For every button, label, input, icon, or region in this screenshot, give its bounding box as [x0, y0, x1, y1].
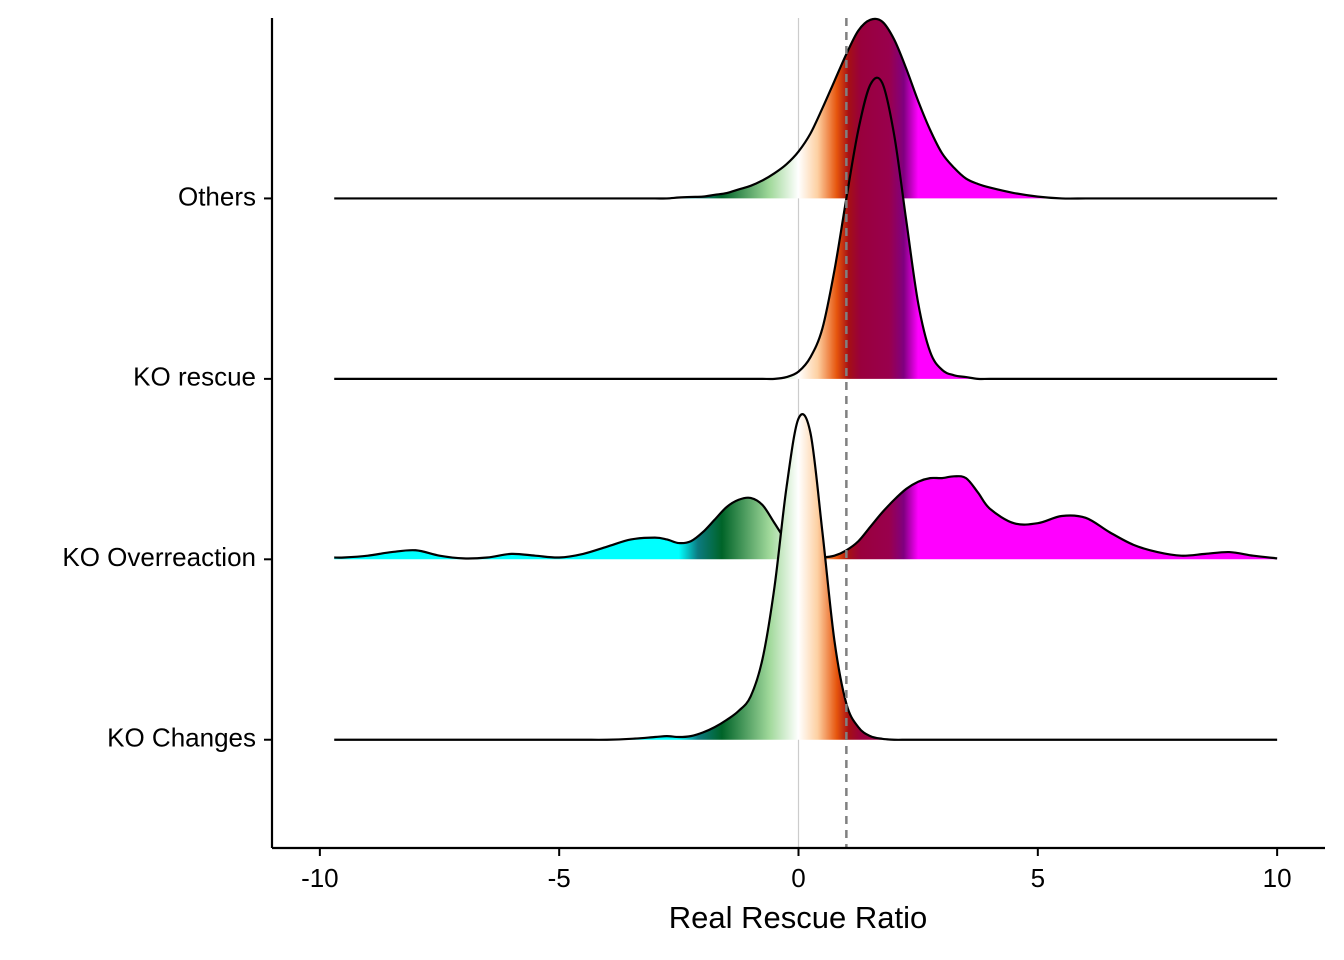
y-tick-label: KO rescue	[133, 362, 256, 392]
ridge-fill	[334, 476, 1278, 560]
y-tick-label: KO Changes	[107, 723, 256, 753]
x-tick-label: 10	[1263, 863, 1292, 893]
ridge-line	[334, 76, 1278, 381]
ridge-fill	[334, 414, 1278, 740]
x-tick-label: -5	[548, 863, 571, 893]
ridge-fill	[334, 77, 1278, 380]
x-tick-label: 5	[1031, 863, 1045, 893]
x-tick-label: -10	[301, 863, 339, 893]
x-tick-label: 0	[791, 863, 805, 893]
ridge-line	[334, 413, 1278, 741]
x-axis-title: Real Rescue Ratio	[669, 900, 927, 935]
y-tick-label: KO Overreaction	[62, 542, 256, 572]
y-tick-label: Others	[178, 181, 256, 211]
ridge-line	[334, 17, 1278, 200]
ridge-fill	[334, 18, 1278, 199]
